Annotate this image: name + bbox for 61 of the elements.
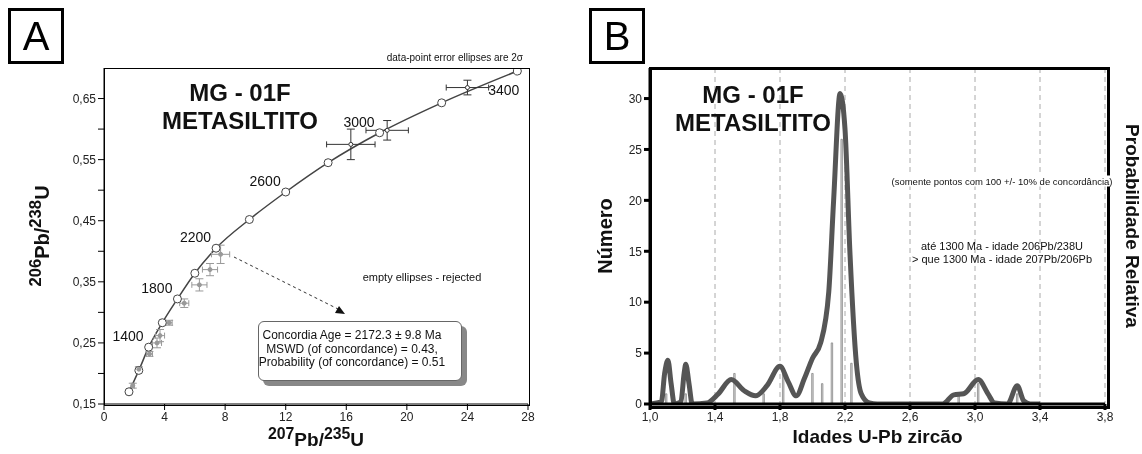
point	[323, 158, 333, 168]
y-tick-label: 0	[635, 397, 643, 412]
x-tick-label: 2,2	[836, 409, 854, 424]
point	[124, 387, 134, 397]
x-tick-label: 3,8	[1096, 409, 1114, 424]
x-axis-title: $^{207}$Pb/$^{235}$U	[267, 424, 365, 452]
annotation: 2600	[249, 173, 281, 190]
point	[244, 215, 254, 225]
x-tick-label: 1,0	[641, 409, 659, 424]
annotation: METASILTITO	[162, 107, 318, 135]
annotation: 2200	[179, 229, 212, 246]
x-tick-label: 3,0	[966, 409, 984, 424]
x-tick-label: 2,6	[901, 409, 919, 424]
x-tick-label: 8	[221, 409, 229, 424]
y-tick-label: 0,45	[72, 213, 97, 228]
annotation: METASILTITO	[675, 109, 831, 137]
y-tick-label: 10	[628, 295, 643, 310]
x-tick-label: 24	[460, 409, 475, 424]
x-tick-label: 3,4	[1031, 409, 1049, 424]
annotation: até 1300 Ma - idade 206Pb/238U	[920, 240, 1084, 252]
annotation: MSWD (of concordance) = 0.43,	[266, 342, 438, 356]
y-tick-label: 20	[628, 193, 643, 208]
y-tick-label: 0,35	[72, 275, 97, 290]
point	[211, 243, 221, 253]
annotation: 1400	[112, 328, 144, 345]
annotation: Probability (of concordance) = 0.51	[258, 355, 446, 369]
x-tick-label: 20	[400, 409, 414, 424]
text: A	[8, 8, 64, 64]
annotation: 3000	[343, 113, 375, 130]
annotation: 3400	[488, 82, 520, 99]
x-tick-label: 1,8	[771, 409, 789, 424]
point	[375, 128, 385, 138]
x-tick-label: 4	[161, 409, 169, 424]
point	[512, 68, 522, 76]
x-tick-label: 12	[279, 409, 293, 424]
y-tick-label: 30	[628, 91, 643, 106]
point	[437, 98, 447, 108]
annotation: 1800	[141, 279, 173, 296]
text: data-point error ellipses are 2σ	[386, 51, 523, 63]
y-axis-title: Número	[593, 198, 617, 274]
y-tick-label: 25	[628, 142, 643, 157]
x-tick-label: 0	[100, 409, 108, 424]
y-tick-label: 15	[628, 244, 643, 259]
y-tick-label: 5	[635, 346, 643, 361]
annotation: > que 1300 Ma - idade 207Pb/206Pb	[911, 253, 1093, 265]
y2-axis-title: Probabilidade Relativa	[1121, 124, 1142, 328]
annotation: (somente pontos com 100 +/- 10% de concordância)	[889, 175, 1115, 187]
text: B	[589, 8, 645, 64]
x-tick-label: 28	[521, 409, 535, 424]
annotation: empty ellipses - rejected	[362, 271, 482, 283]
x-tick-label: 16	[339, 409, 354, 424]
y-tick-label: 0,65	[72, 91, 97, 106]
annotation: MG - 01F	[702, 81, 804, 109]
y-tick-label: 0,15	[72, 397, 97, 412]
point	[281, 187, 291, 197]
annotation: MG - 01F	[189, 79, 291, 107]
annotation: Concordia Age = 2172.3 ± 9.8 Ma	[262, 328, 442, 342]
y-tick-label: 0,25	[72, 336, 97, 351]
x-tick-label: 1,4	[706, 409, 724, 424]
x-axis-title: Idades U-Pb zircão	[792, 426, 963, 448]
y-tick-label: 0,55	[72, 152, 97, 167]
